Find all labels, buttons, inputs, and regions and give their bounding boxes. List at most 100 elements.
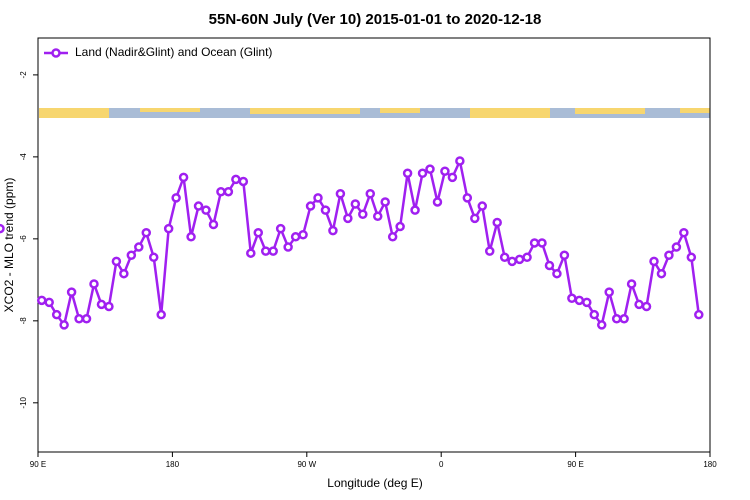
data-point: [574, 295, 585, 306]
data-point: [664, 250, 674, 260]
data-point: [343, 213, 353, 224]
y-tick-label: -8: [19, 317, 28, 325]
data-point: [238, 176, 249, 187]
data-point: [641, 301, 652, 312]
data-point: [275, 223, 286, 234]
x-axis-label: Longitude (deg E): [327, 476, 422, 490]
data-point: [626, 279, 637, 289]
data-point: [335, 189, 346, 199]
data-point: [492, 217, 502, 228]
data-point: [186, 232, 196, 242]
data-point: [313, 193, 323, 203]
data-point: [59, 320, 69, 330]
data-point: [193, 201, 204, 211]
y-axis-label: XCO2 - MLO trend (ppm): [2, 178, 16, 313]
data-point: [447, 172, 458, 183]
data-point: [320, 205, 331, 215]
data-point: [694, 309, 704, 320]
data-point: [567, 293, 577, 304]
data-point: [81, 314, 92, 324]
data-point: [260, 246, 271, 256]
data-point: [529, 238, 540, 248]
data-point: [522, 252, 532, 263]
data-point: [470, 213, 480, 224]
data-point: [51, 309, 62, 320]
data-point: [410, 205, 420, 215]
data-point: [559, 250, 570, 260]
data-point: [484, 246, 495, 256]
plot-frame: [37, 37, 711, 453]
data-point: [380, 197, 390, 207]
data-point: [89, 279, 99, 289]
data-point: [365, 189, 376, 199]
data-point: [507, 256, 517, 267]
legend-label: Land (Nadir&Glint) and Ocean (Glint): [75, 45, 272, 59]
data-point: [499, 252, 510, 263]
data-point: [402, 168, 413, 179]
x-tick-label: 0: [439, 460, 444, 469]
data-point: [283, 242, 293, 252]
data-point: [350, 199, 361, 209]
data-point: [163, 223, 174, 234]
data-point: [514, 254, 525, 265]
data-point: [589, 309, 600, 320]
data-point: [104, 301, 114, 312]
x-tick-label: 180: [703, 460, 717, 469]
data-point: [544, 260, 555, 271]
data-point: [156, 309, 166, 320]
y-tick-label: -2: [19, 71, 28, 79]
data-point: [552, 268, 562, 279]
data-point: [44, 297, 54, 308]
data-point: [216, 186, 226, 197]
data-point: [649, 256, 659, 267]
data-point: [671, 242, 682, 252]
data-point: [74, 314, 84, 324]
data-point: [141, 227, 152, 238]
data-point: [604, 287, 614, 297]
data-point: [231, 174, 241, 185]
legend-marker: [51, 48, 61, 58]
data-point: [134, 242, 144, 252]
data-point: [223, 186, 234, 197]
data-point: [679, 227, 689, 238]
data-point: [36, 295, 47, 306]
data-point: [440, 166, 450, 176]
data-point: [290, 232, 301, 242]
data-point: [328, 225, 338, 236]
data-point: [395, 221, 405, 232]
data-point: [66, 287, 77, 297]
x-tick-label: 90 E: [567, 460, 583, 469]
chart-title: 55N-60N July (Ver 10) 2015-01-01 to 2020…: [209, 11, 542, 28]
data-point: [148, 252, 159, 263]
data-point: [582, 297, 592, 308]
data-point: [298, 230, 308, 240]
data-point: [119, 268, 129, 279]
data-point: [432, 197, 443, 207]
x-tick-label: 90 W: [297, 460, 316, 469]
data-point: [171, 193, 181, 203]
data-point: [253, 227, 264, 238]
data-point: [201, 205, 211, 215]
data-point: [0, 223, 5, 234]
data-point: [417, 168, 428, 179]
data-point: [619, 314, 629, 324]
data-point: [656, 268, 667, 279]
data-point: [246, 248, 256, 258]
y-tick-label: -10: [19, 396, 28, 408]
data-point: [208, 219, 219, 230]
data-point: [537, 238, 547, 248]
data-point: [305, 201, 316, 211]
data-point: [96, 299, 107, 310]
data-point: [686, 252, 697, 263]
map-strip: [39, 108, 710, 118]
data-point: [462, 193, 473, 203]
data-point: [596, 320, 607, 330]
data-point: [455, 156, 465, 166]
data-point: [372, 211, 383, 222]
data-point: [425, 164, 435, 174]
x-tick-label: 90 E: [30, 460, 46, 469]
y-tick-label: -6: [19, 235, 28, 243]
data-point: [178, 172, 189, 183]
y-tick-label: -4: [19, 153, 28, 161]
